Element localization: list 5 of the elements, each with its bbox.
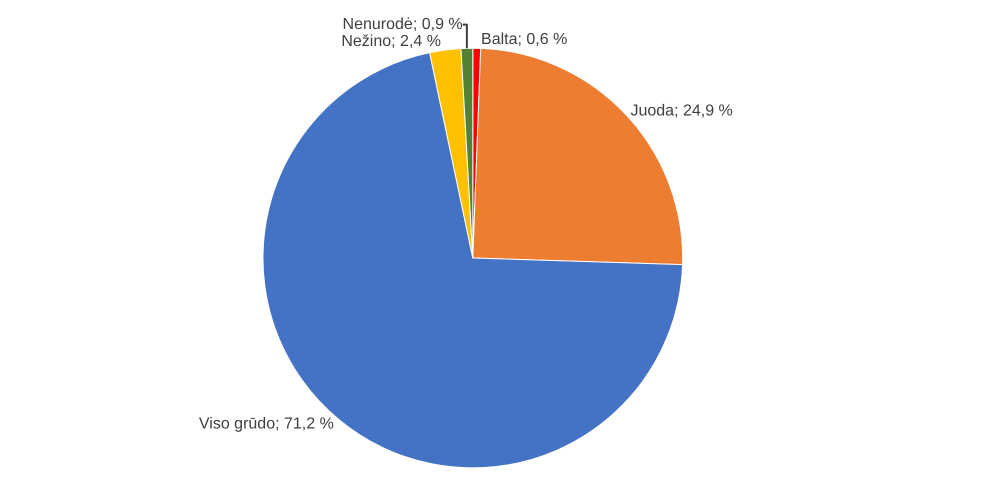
slice-label: Nenurodė; 0,9 % <box>342 16 463 34</box>
slice-label: Nežino; 2,4 % <box>341 33 441 50</box>
slice-label: Viso grūdo; 71,2 % <box>198 415 334 432</box>
slice-label: Balta; 0,6 % <box>481 31 568 48</box>
slice-label: Juoda; 24,9 % <box>630 102 733 120</box>
